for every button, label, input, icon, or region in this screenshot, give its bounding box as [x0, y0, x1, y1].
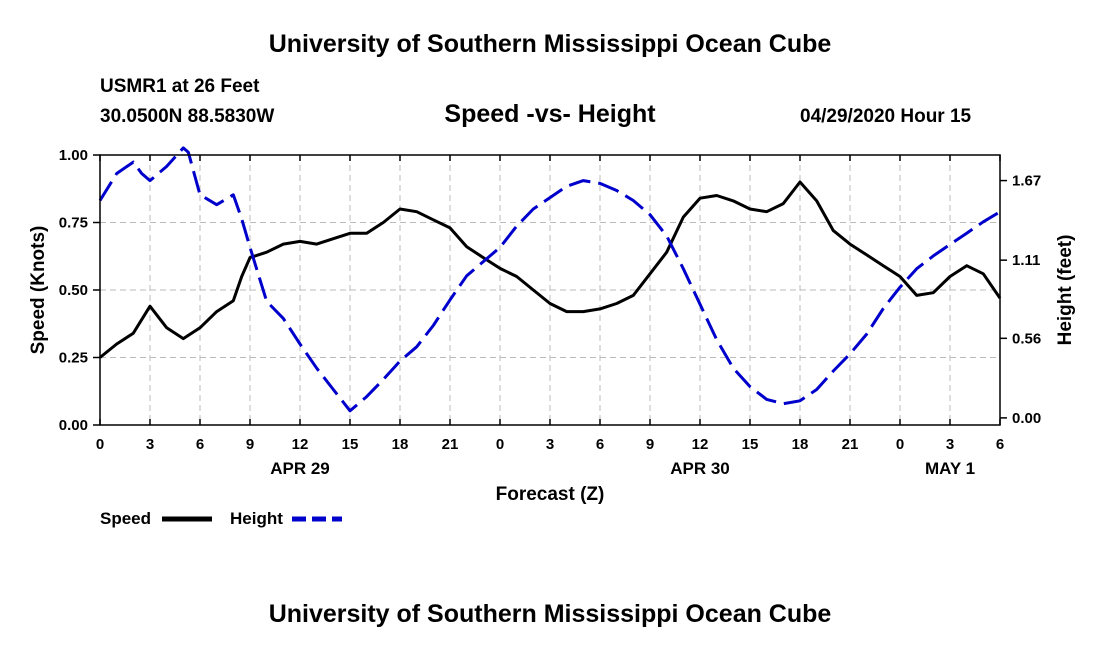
y2-tick-label: 0.56	[1012, 330, 1041, 347]
x-tick-label: 12	[692, 436, 709, 453]
x-tick-label: 6	[196, 436, 204, 453]
date-label: APR 29	[270, 459, 330, 478]
chart-title: Speed -vs- Height	[444, 100, 656, 128]
series-lines	[98, 146, 1002, 413]
coordinates-label: 30.0500N 88.5830W	[100, 106, 275, 127]
x-tick-label: 15	[742, 436, 759, 453]
y-tick-label: 0.50	[59, 282, 88, 299]
date-label: APR 30	[670, 459, 730, 478]
y2-tick-label: 1.67	[1012, 173, 1041, 190]
grid-lines	[100, 155, 1000, 425]
datetime-label: 04/29/2020 Hour 15	[800, 106, 972, 127]
legend-height-label: Height	[230, 509, 283, 528]
y2-axis-label: Height (feet)	[1055, 235, 1076, 346]
x-tick-label: 15	[342, 436, 359, 453]
x-tick-label: 18	[392, 436, 409, 453]
x-tick-label: 9	[246, 436, 254, 453]
x-tick-label: 6	[596, 436, 604, 453]
y-tick-label: 1.00	[59, 147, 88, 164]
axes: 0 3 6 9 12 15 18 21 0 3 6 9 12 15 18 21 0 3 6 0.00 0.25 0.50 0…	[59, 147, 1041, 478]
x-tick-label: 21	[442, 436, 459, 453]
x-tick-label: 0	[496, 436, 504, 453]
footer-title: University of Southern Mississippi Ocean…	[268, 600, 832, 628]
x-tick-label: 12	[292, 436, 309, 453]
legend-speed-label: Speed	[100, 509, 152, 528]
speed-series-line	[99, 180, 1002, 359]
date-label: MAY 1	[925, 459, 975, 478]
x-tick-label: 21	[842, 436, 859, 453]
y-tick-label: 0.00	[59, 417, 88, 434]
x-tick-label: 0	[96, 436, 104, 453]
y-tick-label: 0.25	[59, 350, 88, 367]
x-tick-label: 6	[996, 436, 1004, 453]
y-tick-label: 0.75	[59, 215, 88, 232]
station-label: USMR1 at 26 Feet	[100, 76, 260, 97]
y2-tick-label: 1.11	[1012, 252, 1040, 269]
x-tick-label: 3	[546, 436, 554, 453]
page-title: University of Southern Mississippi Ocean…	[268, 30, 832, 58]
x-tick-label: 3	[946, 436, 954, 453]
y-axis-label: Speed (Knots)	[28, 226, 49, 355]
x-tick-label: 9	[646, 436, 654, 453]
x-tick-label: 3	[146, 436, 154, 453]
x-tick-label: 18	[792, 436, 809, 453]
y2-tick-label: 0.00	[1012, 410, 1041, 427]
height-series-line	[98, 146, 1001, 413]
x-tick-label: 0	[896, 436, 904, 453]
x-axis-label: Forecast (Z)	[496, 484, 605, 505]
